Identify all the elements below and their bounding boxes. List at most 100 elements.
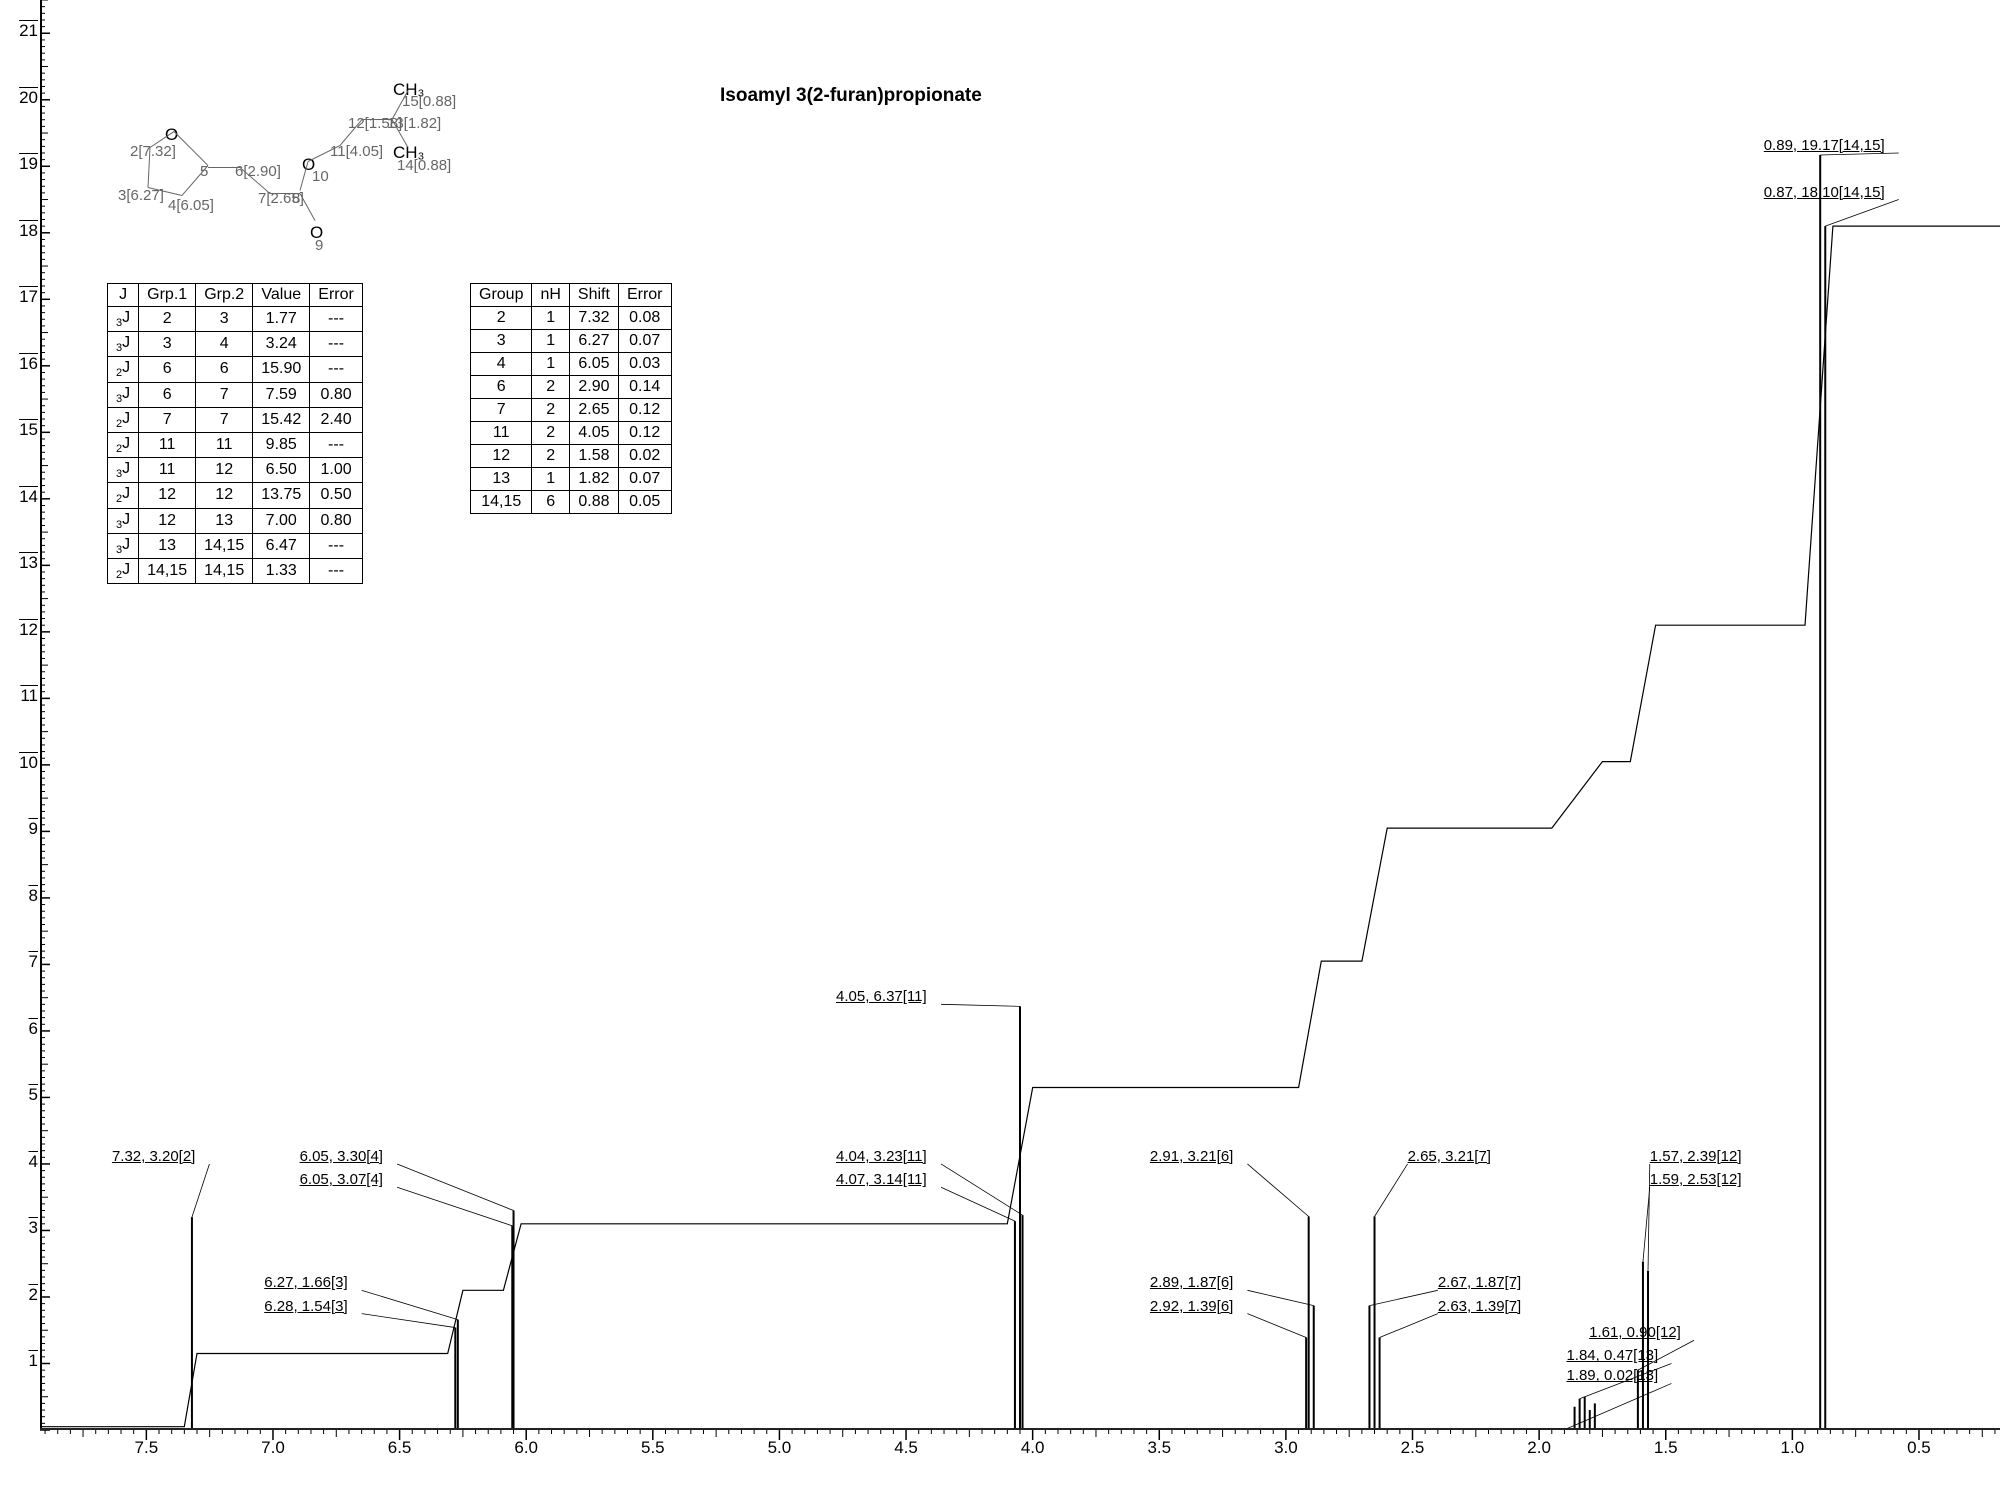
peak-annotation: 1.84, 0.47[13] (1566, 1347, 1658, 1364)
table-cell: 7 (196, 407, 253, 432)
table-cell: 12 (139, 508, 196, 533)
table-cell: 3J (108, 533, 139, 558)
table-row: 2J121213.750.50 (108, 483, 363, 508)
table-cell: 6 (196, 357, 253, 382)
table-cell: 0.50 (310, 483, 363, 508)
table-header: Error (310, 284, 363, 307)
table-cell: --- (310, 558, 363, 583)
table-cell: 0.07 (618, 468, 671, 491)
table-cell: 15.90 (253, 357, 310, 382)
y-tick-label: 15 (19, 420, 38, 440)
y-tick-label: 4 (29, 1152, 38, 1172)
table-cell: 2J (108, 558, 139, 583)
table-header: nH (532, 284, 569, 307)
table-cell: 12 (471, 445, 532, 468)
table-cell: 0.14 (618, 376, 671, 399)
x-tick-label: 3.5 (1147, 1438, 1171, 1458)
peak-annotation: 6.05, 3.30[4] (300, 1148, 383, 1165)
table-cell: 11 (471, 422, 532, 445)
table-cell: 6.47 (253, 533, 310, 558)
table-row: 2J6615.90--- (108, 357, 363, 382)
table-row: 316.270.07 (471, 330, 672, 353)
y-tick-label: 20 (19, 88, 38, 108)
table-cell: 2 (532, 399, 569, 422)
y-tick-label: 8 (29, 886, 38, 906)
j-coupling-table: JGrp.1Grp.2ValueError3J231.77---3J343.24… (107, 283, 363, 584)
table-cell: 1 (532, 468, 569, 491)
molecular-structure: 2[7.32]O3[6.27]4[6.05]56[2.90]7[2.65]8O9… (130, 75, 470, 255)
peak-annotation: 0.87, 18.10[14,15] (1764, 184, 1885, 201)
table-row: 416.050.03 (471, 353, 672, 376)
table-cell: 1.00 (310, 458, 363, 483)
table-cell: 2J (108, 483, 139, 508)
x-tick-label: 0.5 (1907, 1438, 1931, 1458)
peak-annotation: 1.89, 0.02[13] (1566, 1367, 1658, 1384)
table-cell: 2.65 (569, 399, 618, 422)
peak-annotation: 1.59, 2.53[12] (1650, 1171, 1742, 1188)
y-tick-label: 5 (29, 1085, 38, 1105)
table-cell: 12 (139, 483, 196, 508)
x-tick-label: 7.0 (261, 1438, 285, 1458)
table-cell: 9.85 (253, 432, 310, 457)
table-cell: 6 (139, 382, 196, 407)
y-tick-label: 13 (19, 553, 38, 573)
y-tick-label: 18 (19, 221, 38, 241)
table-cell: 6 (532, 491, 569, 514)
table-cell: 0.88 (569, 491, 618, 514)
table-cell: 3J (108, 332, 139, 357)
table-cell: 7 (139, 407, 196, 432)
peak-annotation: 2.91, 3.21[6] (1150, 1148, 1233, 1165)
nmr-spectrum-figure: Isoamyl 3(2-furan)propionate 12345678910… (0, 0, 2000, 1504)
table-cell: 0.03 (618, 353, 671, 376)
table-cell: 1.33 (253, 558, 310, 583)
structure-atom-label: 14[0.88] (397, 157, 451, 174)
peak-annotation: 0.89, 19.17[14,15] (1764, 137, 1885, 154)
table-cell: 2 (532, 376, 569, 399)
table-cell: 0.07 (618, 330, 671, 353)
peak-annotation: 2.92, 1.39[6] (1150, 1298, 1233, 1315)
table-cell: 3 (471, 330, 532, 353)
y-tick-label: 12 (19, 620, 38, 640)
table-cell: 0.80 (310, 382, 363, 407)
table-cell: 1.58 (569, 445, 618, 468)
x-tick-label: 4.5 (894, 1438, 918, 1458)
peak-annotation: 4.05, 6.37[11] (836, 988, 927, 1005)
y-tick-label: 3 (29, 1218, 38, 1238)
table-row: 14,1560.880.05 (471, 491, 672, 514)
peak-annotation: 6.28, 1.54[3] (264, 1298, 347, 1315)
x-tick-label: 6.0 (514, 1438, 538, 1458)
x-tick-label: 1.0 (1781, 1438, 1805, 1458)
table-cell: 1 (532, 307, 569, 330)
table-cell: 11 (196, 432, 253, 457)
table-cell: 14,15 (139, 558, 196, 583)
x-tick-label: 4.0 (1021, 1438, 1045, 1458)
structure-bond (208, 167, 240, 168)
table-row: 2J7715.422.40 (108, 407, 363, 432)
peak-annotation: 4.04, 3.23[11] (836, 1148, 927, 1165)
peak-annotation: 2.89, 1.87[6] (1150, 1274, 1233, 1291)
table-header: Shift (569, 284, 618, 307)
table-row: 722.650.12 (471, 399, 672, 422)
peak-annotation: 2.65, 3.21[7] (1408, 1148, 1491, 1165)
structure-bond (174, 131, 209, 166)
table-cell: 13.75 (253, 483, 310, 508)
table-row: 3J343.24--- (108, 332, 363, 357)
table-cell: 15.42 (253, 407, 310, 432)
table-header: Value (253, 284, 310, 307)
structure-bond (182, 165, 209, 196)
table-cell: 13 (471, 468, 532, 491)
table-cell: 12 (196, 458, 253, 483)
table-header: Error (618, 284, 671, 307)
table-cell: 13 (139, 533, 196, 558)
table-cell: 7.00 (253, 508, 310, 533)
table-cell: 3 (196, 307, 253, 332)
table-cell: 0.12 (618, 399, 671, 422)
table-row: 3J677.590.80 (108, 382, 363, 407)
table-row: 3J231.77--- (108, 307, 363, 332)
table-cell: 3 (139, 332, 196, 357)
table-row: 217.320.08 (471, 307, 672, 330)
table-cell: --- (310, 357, 363, 382)
y-tick-label: 21 (19, 21, 38, 41)
y-tick-label: 11 (20, 686, 38, 706)
table-cell: --- (310, 332, 363, 357)
